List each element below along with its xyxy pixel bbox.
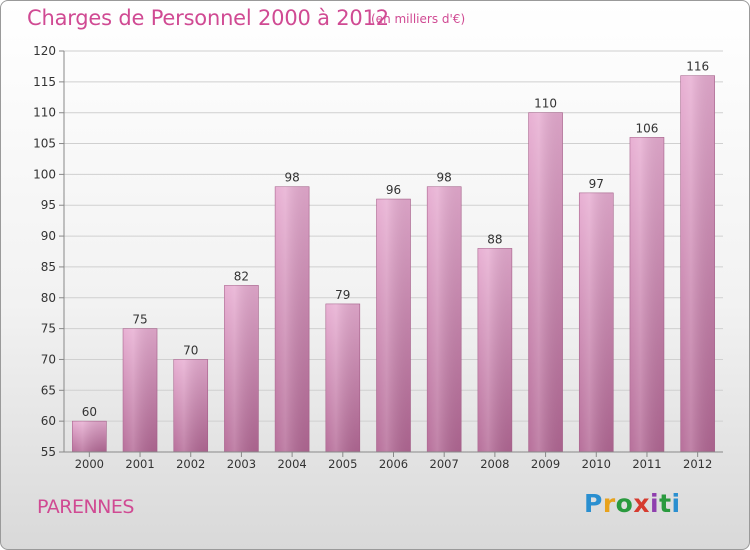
bars [72, 75, 715, 453]
logo-letter: x [633, 489, 650, 518]
bar-shine [579, 192, 614, 452]
logo-letter: P [584, 489, 603, 518]
value-label: 88 [487, 232, 502, 246]
y-tick-label: 85 [41, 260, 56, 274]
bar-shine [275, 186, 310, 452]
value-label: 116 [686, 60, 709, 74]
y-tick-label: 80 [41, 291, 56, 305]
y-tick-label: 60 [41, 414, 56, 428]
y-tick-label: 115 [33, 75, 56, 89]
proxiti-logo: Proxiti [584, 489, 681, 518]
x-tick-label: 2001 [125, 457, 154, 471]
bar-shine [72, 421, 107, 452]
bar-shine [477, 248, 512, 452]
x-tick-label: 2003 [227, 457, 256, 471]
bar-shine [224, 285, 259, 452]
value-label: 98 [437, 171, 452, 185]
value-label: 97 [589, 177, 604, 191]
y-tick-label: 100 [33, 167, 56, 181]
bar-shine [528, 112, 563, 452]
y-tick-label: 110 [33, 106, 56, 120]
logo-letter: t [659, 489, 672, 518]
city-name: PARENNES [37, 496, 134, 518]
bar-shine [376, 199, 411, 452]
value-label: 96 [386, 183, 401, 197]
chart-title: Charges de Personnel 2000 à 2012 [27, 6, 389, 30]
x-tick-label: 2004 [277, 457, 306, 471]
x-tick-label: 2008 [480, 457, 509, 471]
x-tick-label: 2011 [632, 457, 661, 471]
logo-letter: i [650, 489, 660, 518]
y-tick-label: 55 [41, 445, 56, 459]
bar-shine [427, 186, 462, 452]
y-tick-label: 65 [41, 383, 56, 397]
logo-letter: r [602, 489, 616, 518]
y-tick-label: 75 [41, 322, 56, 336]
x-tick-label: 2012 [683, 457, 712, 471]
bar-shine [325, 303, 360, 452]
value-label: 60 [82, 405, 97, 419]
x-tick-label: 2002 [176, 457, 205, 471]
logo-letter: o [615, 489, 634, 518]
value-label: 110 [534, 97, 557, 111]
y-tick-label: 105 [33, 137, 56, 151]
axes [59, 50, 723, 457]
x-tick-label: 2009 [531, 457, 560, 471]
y-tick-label: 120 [33, 44, 56, 58]
x-tick-label: 2007 [430, 457, 459, 471]
value-label: 106 [636, 121, 659, 135]
bar-shine [123, 328, 158, 452]
x-tick-label: 2000 [75, 457, 104, 471]
value-label: 75 [132, 313, 147, 327]
y-tick-label: 70 [41, 352, 56, 366]
x-tick-label: 2006 [379, 457, 408, 471]
chart-subtitle: (en milliers d'€) [371, 12, 466, 26]
bar-shine [680, 75, 715, 452]
logo-letter: i [671, 489, 681, 518]
x-tick-label: 2005 [328, 457, 357, 471]
value-label: 70 [183, 343, 198, 357]
y-tick-label: 95 [41, 198, 56, 212]
bar-shine [629, 137, 664, 452]
value-label: 82 [234, 269, 249, 283]
value-label: 98 [284, 171, 299, 185]
y-tick-label: 90 [41, 229, 56, 243]
bar-shine [173, 359, 208, 452]
labels: 55 60 65 70 75 80 85 90 95 100 105 110 115 120 60 2000 7… [33, 44, 712, 471]
x-tick-label: 2010 [582, 457, 611, 471]
value-label: 79 [335, 288, 350, 302]
